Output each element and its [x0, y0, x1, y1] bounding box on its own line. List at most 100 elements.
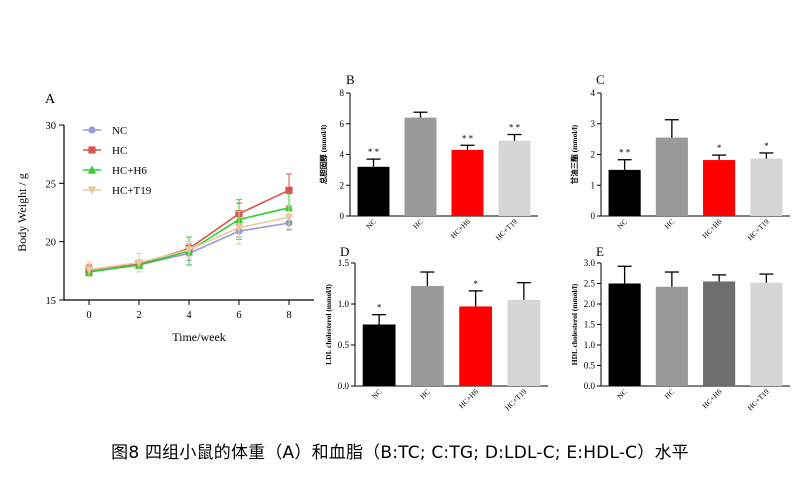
- panel-a: A 15 20 25 30 0 2 4 6 8 Time/week Body Weight / g NC…: [15, 92, 314, 344]
- x-tick-label: NC: [615, 217, 629, 231]
- x-tick-label: HC: [411, 217, 425, 231]
- y-tick-label: 1.5: [338, 258, 350, 268]
- bar-hc: [404, 117, 437, 216]
- bar-nc: [608, 283, 641, 386]
- x-tick-label: HC+T19: [494, 217, 519, 242]
- series-hc-h6: [84, 193, 294, 276]
- significance-mark: * *: [462, 133, 474, 143]
- panel-e: E 0.0 0.5 1.0 1.5 2.0 2.5 3.0 HDL cholesterol (m…: [570, 244, 790, 412]
- y-tick-label: 0.5: [584, 361, 596, 371]
- significance-mark: * *: [509, 123, 521, 133]
- significance-mark: * *: [368, 147, 380, 157]
- y-tick-label: 4: [591, 88, 596, 98]
- bar-hc-h6: [459, 306, 493, 386]
- data-point: [285, 186, 293, 194]
- bar-nc: [357, 166, 390, 216]
- y-axis-label: 甘油三酯 (mmol/l): [569, 124, 579, 184]
- y-axis-label: LDL cholesterol (mmol/l): [324, 284, 333, 365]
- y-tick-label: 2: [340, 180, 345, 190]
- y-tick-label: 1.0: [338, 299, 350, 309]
- x-tick-label: NC: [364, 217, 378, 231]
- legend-label: HC: [112, 145, 127, 157]
- significance-mark: *: [473, 279, 478, 289]
- x-tick-label: HC: [418, 387, 432, 401]
- y-axis-label: Body Weight / g: [15, 173, 29, 251]
- y-tick-label: 0.0: [338, 381, 350, 391]
- y-tick-label: 2.5: [584, 279, 596, 289]
- bar-hc: [410, 285, 444, 386]
- significance-mark: *: [764, 141, 769, 151]
- series-hc-t19: [84, 205, 294, 278]
- x-tick-label: HC: [663, 387, 677, 401]
- x-tick-label: 4: [186, 310, 192, 321]
- bar-hc-h6: [451, 149, 484, 216]
- significance-mark: *: [377, 303, 382, 313]
- y-axis-label: 总胆固醇 (mmol/l): [318, 124, 328, 184]
- bar-hc-t19: [750, 282, 783, 386]
- data-point: [134, 259, 144, 268]
- legend-marker: [87, 186, 97, 195]
- y-tick-label: 3.0: [584, 258, 596, 268]
- x-tick-label: HC+T19: [503, 387, 528, 412]
- data-point: [234, 224, 244, 233]
- x-tick-label: 6: [236, 310, 241, 321]
- panel-b: B 0 2 4 6 8 总胆固醇 (mmol/l) * * NC HC * * HC+H6 * * HC+…: [318, 72, 538, 242]
- y-tick-label: 1.0: [584, 340, 596, 350]
- bar-hc-t19: [498, 140, 531, 216]
- legend-label: HC+T19: [112, 185, 152, 197]
- panel-label: E: [596, 244, 604, 259]
- x-tick-label: 2: [136, 310, 141, 321]
- bar-hc-t19: [507, 299, 541, 386]
- y-tick-label: 0.0: [584, 381, 596, 391]
- panel-d: D 0.0 0.5 1.0 1.5 LDL cholesterol (mmol/l) * NC…: [324, 244, 548, 412]
- x-tick-label: 0: [86, 310, 91, 321]
- bar-hc: [655, 286, 688, 386]
- panel-label: A: [45, 92, 56, 107]
- figure-caption: 图8 四组小鼠的体重（A）和血脂（B:TC; C:TG; D:LDL-C; E:…: [111, 443, 689, 463]
- panel-label: D: [340, 244, 349, 259]
- legend-label: NC: [112, 125, 127, 137]
- panel-label: C: [596, 72, 605, 87]
- bar-hc-h6: [703, 281, 736, 386]
- y-tick-label: 3: [591, 119, 596, 129]
- bar-nc: [362, 324, 396, 386]
- y-tick-label: 4: [340, 150, 345, 160]
- data-point: [284, 213, 294, 222]
- x-tick-label: HC: [663, 217, 677, 231]
- data-point: [84, 266, 94, 275]
- x-tick-label: HC+T19: [746, 217, 771, 242]
- x-tick-label: NC: [370, 387, 384, 401]
- x-tick-label: HC+T19: [746, 387, 771, 412]
- x-tick-label: HC+H6: [449, 217, 472, 240]
- y-tick-label: 0: [340, 211, 345, 221]
- y-tick-label: 30: [46, 121, 57, 132]
- y-axis-label: HDL cholesterol (mmol/l): [570, 283, 579, 365]
- data-point: [184, 246, 194, 255]
- y-tick-label: 2.0: [584, 299, 596, 309]
- panel-c: C 0 1 2 3 4 甘油三酯 (mmol/l) * * NC HC * HC+H6 * HC+T19: [569, 72, 790, 242]
- y-tick-label: 20: [46, 238, 57, 249]
- x-tick-label: HC+H6: [457, 387, 480, 410]
- x-axis-label: Time/week: [172, 330, 226, 344]
- y-tick-label: 8: [340, 88, 345, 98]
- y-tick-label: 25: [46, 179, 57, 190]
- bar-hc-t19: [750, 158, 783, 216]
- legend-marker: [88, 146, 96, 154]
- y-tick-label: 6: [340, 119, 345, 129]
- x-tick-label: HC+H6: [700, 387, 723, 410]
- y-tick-label: 0: [591, 211, 596, 221]
- x-tick-label: NC: [615, 387, 629, 401]
- significance-mark: *: [717, 143, 722, 153]
- x-tick-label: HC+H6: [700, 217, 723, 240]
- y-tick-label: 0.5: [338, 340, 350, 350]
- bar-nc: [608, 169, 641, 216]
- legend-marker: [87, 165, 97, 174]
- bar-hc: [655, 137, 688, 216]
- x-tick-label: 8: [286, 310, 291, 321]
- panel-label: B: [346, 72, 355, 87]
- y-tick-label: 2: [591, 150, 596, 160]
- legend-marker: [88, 126, 96, 134]
- legend-label: HC+H6: [112, 165, 147, 177]
- bar-hc-h6: [703, 160, 736, 216]
